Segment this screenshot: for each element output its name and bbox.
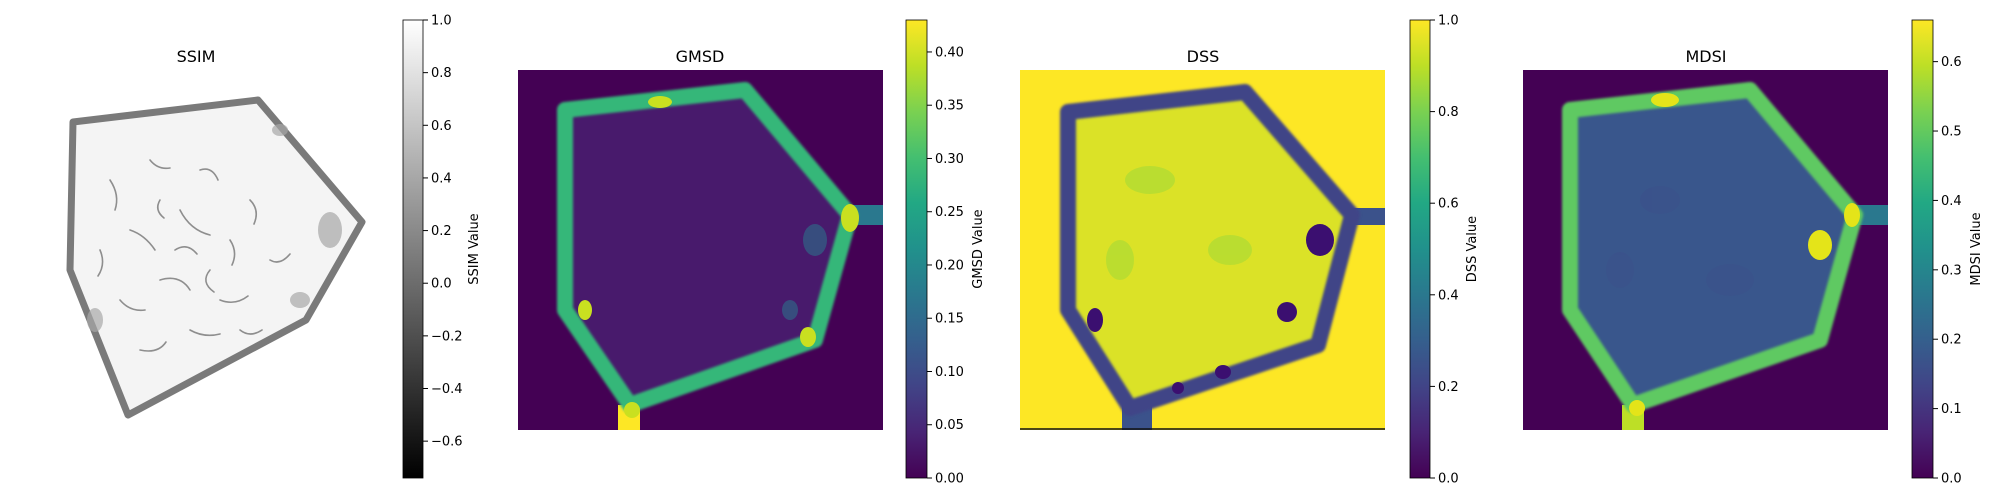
gmsd-colorbar-label: GMSD Value	[971, 209, 986, 288]
ssim-title: SSIM	[177, 47, 216, 66]
mdsi-hotspots	[1629, 93, 1860, 416]
dss-colorbar-tick-label: 0.4	[1438, 288, 1459, 303]
mdsi-colorbar-tick-label: 0.0	[1941, 472, 1962, 487]
ssim-colorbar-gradient	[402, 19, 424, 479]
gmsd-colorbar-tick-label: 0.00	[935, 472, 964, 487]
gmsd-colorbar-tick-label: 0.40	[935, 45, 964, 60]
gmsd-colorbar-tick-label: 0.05	[935, 418, 964, 433]
dss-title: DSS	[1187, 47, 1220, 66]
dss-colorbar-ticks: 0.0 0.2 0.4 0.6 0.8 1.0	[1430, 14, 1459, 487]
dss-colorbar: 0.0 0.2 0.4 0.6 0.8 1.0 DSS Value	[1409, 14, 1480, 487]
panel-mdsi: MDSI 0.0 0.1 0.2 0.3 0.4 0.5 0.6 MDSI Value	[1523, 19, 1984, 487]
ssim-colorbar-tick-label: 0.8	[431, 66, 452, 81]
mdsi-edge-ring	[1562, 82, 1863, 413]
dss-colorbar-tick-label: 0.6	[1438, 197, 1459, 212]
mdsi-image	[1523, 70, 1888, 430]
mdsi-colorbar-tick-label: 0.4	[1941, 194, 1962, 209]
gmsd-colorbar-tick-label: 0.10	[935, 365, 964, 380]
gmsd-colorbar-tick-label: 0.30	[935, 152, 964, 167]
dss-soft-spots	[1106, 166, 1252, 280]
ssim-colorbar-tick-label: 0.2	[431, 224, 452, 239]
gmsd-hotspots	[578, 96, 859, 418]
mdsi-colorbar-tick-label: 0.5	[1941, 125, 1962, 140]
dss-colorbar-tick-label: 0.8	[1438, 105, 1459, 120]
ssim-colorbar-ticks: −0.6 −0.4 −0.2 0.0 0.2 0.4 0.6 0.8 1.0	[423, 14, 463, 450]
dss-colorbar-gradient	[1409, 19, 1431, 479]
ssim-colorbar-tick-label: −0.6	[431, 435, 463, 450]
gmsd-colorbar-tick-label: 0.25	[935, 205, 964, 220]
ssim-colorbar-tick-label: 1.0	[431, 14, 452, 29]
mdsi-colorbar-ticks: 0.0 0.1 0.2 0.3 0.4 0.5 0.6	[1933, 55, 1962, 487]
gmsd-colorbar-tick-label: 0.35	[935, 99, 964, 114]
gmsd-colorbar-gradient	[905, 19, 928, 479]
ssim-colorbar-label: SSIM Value	[467, 213, 482, 284]
gmsd-colorbar-tick-label: 0.20	[935, 258, 964, 273]
gmsd-image	[518, 70, 883, 430]
ssim-texture	[97, 159, 291, 352]
mdsi-colorbar: 0.0 0.1 0.2 0.3 0.4 0.5 0.6 MDSI Value	[1911, 19, 1984, 487]
mdsi-interior	[1570, 90, 1855, 405]
mdsi-colorbar-gradient	[1911, 19, 1934, 479]
mdsi-title: MDSI	[1686, 47, 1727, 66]
gmsd-colorbar: 0.00 0.05 0.10 0.15 0.20 0.25 0.30 0.35 0.40 GMS…	[905, 19, 986, 487]
dss-colorbar-tick-label: 0.0	[1438, 472, 1459, 487]
ssim-colorbar-tick-label: 0.4	[431, 171, 452, 186]
dss-colorbar-tick-label: 0.2	[1438, 380, 1459, 395]
panel-ssim: SSIM −0.6 −0.4 −0.2 0.0 0.2 0.4 0.6 0.8 1.0 SSIM…	[66, 14, 482, 479]
ssim-dark-patches	[87, 124, 342, 332]
ssim-image	[66, 96, 366, 419]
mdsi-colorbar-label: MDSI Value	[1969, 212, 1984, 285]
dss-edge-ring	[1060, 84, 1360, 416]
panel-dss: DSS 0.0 0.2 0.4 0.6 0.8 1.0 DSS Value	[1020, 14, 1480, 487]
gmsd-colorbar-tick-label: 0.15	[935, 312, 964, 327]
gmsd-interior	[565, 90, 850, 405]
mdsi-colorbar-tick-label: 0.2	[1941, 333, 1962, 348]
gmsd-blobs	[782, 224, 827, 320]
mdsi-colorbar-tick-label: 0.3	[1941, 263, 1962, 278]
mdsi-colorbar-tick-label: 0.1	[1941, 402, 1962, 417]
ssim-region	[66, 96, 366, 419]
dss-colorbar-label: DSS Value	[1465, 216, 1480, 282]
dss-dark-spots	[1087, 224, 1334, 394]
mdsi-colorbar-tick-label: 0.6	[1941, 55, 1962, 70]
ssim-colorbar-tick-label: 0.6	[431, 119, 452, 134]
ssim-colorbar: −0.6 −0.4 −0.2 0.0 0.2 0.4 0.6 0.8 1.0 SSIM Valu…	[402, 14, 482, 479]
panel-gmsd: GMSD 0.00 0.05 0.10 0.15 0.20 0.25 0.30 0.35 0.4…	[518, 19, 986, 487]
mdsi-interior-spots	[1606, 186, 1754, 296]
dss-image	[1020, 70, 1385, 430]
ssim-colorbar-tick-label: 0.0	[431, 277, 452, 292]
gmsd-title: GMSD	[676, 47, 725, 66]
gmsd-colorbar-ticks: 0.00 0.05 0.10 0.15 0.20 0.25 0.30 0.35 0.40	[927, 45, 964, 487]
dss-colorbar-tick-label: 1.0	[1438, 14, 1459, 29]
ssim-colorbar-tick-label: −0.4	[431, 382, 463, 397]
ssim-colorbar-tick-label: −0.2	[431, 329, 463, 344]
